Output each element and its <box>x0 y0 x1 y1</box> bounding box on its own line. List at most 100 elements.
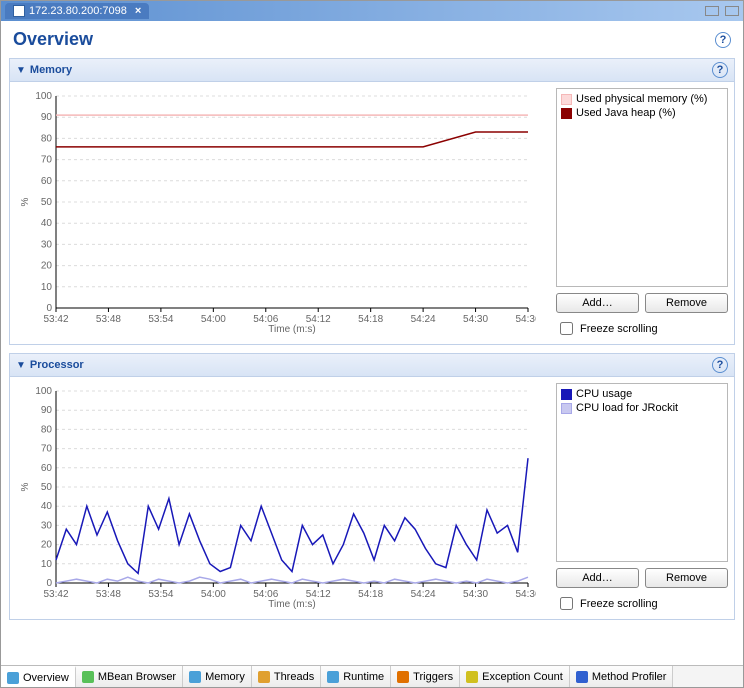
section-body-processor: 010203040506070809010053:4253:4853:5454:… <box>10 377 734 619</box>
tab-icon <box>258 671 270 683</box>
window-tab-icon <box>13 5 25 17</box>
processor-chart-svg: 010203040506070809010053:4253:4853:5454:… <box>16 383 536 613</box>
footer-tab-triggers[interactable]: Triggers <box>391 666 460 687</box>
memory-legend: Used physical memory (%) Used Java heap (… <box>556 88 728 287</box>
footer-tab-method-profiler[interactable]: Method Profiler <box>570 666 674 687</box>
svg-text:54:24: 54:24 <box>411 314 436 325</box>
footer-tab-exception-count[interactable]: Exception Count <box>460 666 570 687</box>
legend-swatch <box>561 108 572 119</box>
svg-text:Time (m:s): Time (m:s) <box>268 324 315 335</box>
tab-icon <box>327 671 339 683</box>
processor-right-panel: CPU usage CPU load for JRockit Add… Remov… <box>556 383 728 613</box>
svg-text:100: 100 <box>35 91 52 102</box>
memory-button-row: Add… Remove <box>556 293 728 313</box>
footer-tab-mbean-browser[interactable]: MBean Browser <box>76 666 183 687</box>
section-title-processor: Processor <box>30 359 84 371</box>
footer-tab-threads[interactable]: Threads <box>252 666 321 687</box>
svg-text:10: 10 <box>41 282 53 293</box>
tab-label: Overview <box>23 672 69 684</box>
svg-text:10: 10 <box>41 559 53 570</box>
svg-text:60: 60 <box>41 463 53 474</box>
tab-label: Exception Count <box>482 671 563 683</box>
svg-text:54:30: 54:30 <box>463 314 488 325</box>
help-icon[interactable]: ? <box>715 32 731 48</box>
svg-text:40: 40 <box>41 501 53 512</box>
legend-item[interactable]: CPU usage <box>561 388 723 400</box>
processor-chart: 010203040506070809010053:4253:4853:5454:… <box>16 383 550 613</box>
page-header: Overview ? <box>1 21 743 54</box>
svg-text:20: 20 <box>41 261 53 272</box>
svg-text:%: % <box>20 482 31 491</box>
titlebar: 172.23.80.200:7098 × <box>1 1 743 21</box>
processor-button-row: Add… Remove <box>556 568 728 588</box>
svg-text:100: 100 <box>35 386 52 397</box>
svg-text:Time (m:s): Time (m:s) <box>268 599 315 610</box>
tab-icon <box>576 671 588 683</box>
tab-icon <box>7 672 19 684</box>
svg-text:54:00: 54:00 <box>201 589 226 600</box>
remove-button[interactable]: Remove <box>645 568 728 588</box>
collapse-icon[interactable]: ▼ <box>16 360 26 371</box>
footer-tab-memory[interactable]: Memory <box>183 666 252 687</box>
window-tab[interactable]: 172.23.80.200:7098 × <box>5 3 149 19</box>
section-memory: ▼ Memory ? 010203040506070809010053:4253… <box>9 58 735 345</box>
svg-text:53:42: 53:42 <box>43 589 68 600</box>
legend-swatch <box>561 389 572 400</box>
add-button[interactable]: Add… <box>556 568 639 588</box>
window: 172.23.80.200:7098 × Overview ? ▼ Memory… <box>0 0 744 688</box>
remove-button[interactable]: Remove <box>645 293 728 313</box>
close-tab-icon[interactable]: × <box>135 5 141 17</box>
legend-label: Used physical memory (%) <box>576 93 707 105</box>
svg-text:54:36: 54:36 <box>515 314 536 325</box>
svg-text:53:48: 53:48 <box>96 589 121 600</box>
section-header-memory[interactable]: ▼ Memory ? <box>10 59 734 82</box>
freeze-label: Freeze scrolling <box>580 323 658 335</box>
tab-label: Method Profiler <box>592 671 667 683</box>
tab-label: Threads <box>274 671 314 683</box>
svg-text:54:00: 54:00 <box>201 314 226 325</box>
freeze-checkbox[interactable] <box>560 597 573 610</box>
tab-label: Runtime <box>343 671 384 683</box>
svg-text:70: 70 <box>41 444 53 455</box>
help-icon[interactable]: ? <box>712 62 728 78</box>
svg-text:53:54: 53:54 <box>148 589 173 600</box>
footer-tab-overview[interactable]: Overview <box>1 666 76 687</box>
legend-item[interactable]: Used physical memory (%) <box>561 93 723 105</box>
memory-right-panel: Used physical memory (%) Used Java heap (… <box>556 88 728 338</box>
svg-text:40: 40 <box>41 218 53 229</box>
section-body-memory: 010203040506070809010053:4253:4853:5454:… <box>10 82 734 344</box>
section-header-processor[interactable]: ▼ Processor ? <box>10 354 734 377</box>
svg-text:80: 80 <box>41 424 53 435</box>
svg-text:0: 0 <box>46 578 52 589</box>
collapse-icon[interactable]: ▼ <box>16 65 26 76</box>
tab-label: Memory <box>205 671 245 683</box>
svg-text:53:42: 53:42 <box>43 314 68 325</box>
legend-item[interactable]: Used Java heap (%) <box>561 107 723 119</box>
legend-label: CPU usage <box>576 388 632 400</box>
legend-swatch <box>561 403 572 414</box>
tab-icon <box>466 671 478 683</box>
freeze-checkbox[interactable] <box>560 322 573 335</box>
svg-text:90: 90 <box>41 405 53 416</box>
svg-text:54:36: 54:36 <box>515 589 536 600</box>
titlebar-controls <box>705 6 739 16</box>
svg-text:70: 70 <box>41 155 53 166</box>
svg-text:54:24: 54:24 <box>411 589 436 600</box>
svg-text:53:48: 53:48 <box>96 314 121 325</box>
memory-chart-svg: 010203040506070809010053:4253:4853:5454:… <box>16 88 536 338</box>
svg-text:80: 80 <box>41 133 53 144</box>
footer-tab-runtime[interactable]: Runtime <box>321 666 391 687</box>
tab-label: MBean Browser <box>98 671 176 683</box>
footer-tabs: Overview MBean Browser Memory Threads Runtim… <box>1 665 743 687</box>
minimize-icon[interactable] <box>705 6 719 16</box>
legend-item[interactable]: CPU load for JRockit <box>561 402 723 414</box>
section-processor: ▼ Processor ? 010203040506070809010053:4… <box>9 353 735 620</box>
svg-text:54:30: 54:30 <box>463 589 488 600</box>
maximize-icon[interactable] <box>725 6 739 16</box>
help-icon[interactable]: ? <box>712 357 728 373</box>
svg-text:30: 30 <box>41 239 53 250</box>
add-button[interactable]: Add… <box>556 293 639 313</box>
freeze-label: Freeze scrolling <box>580 598 658 610</box>
legend-swatch <box>561 94 572 105</box>
legend-label: CPU load for JRockit <box>576 402 678 414</box>
